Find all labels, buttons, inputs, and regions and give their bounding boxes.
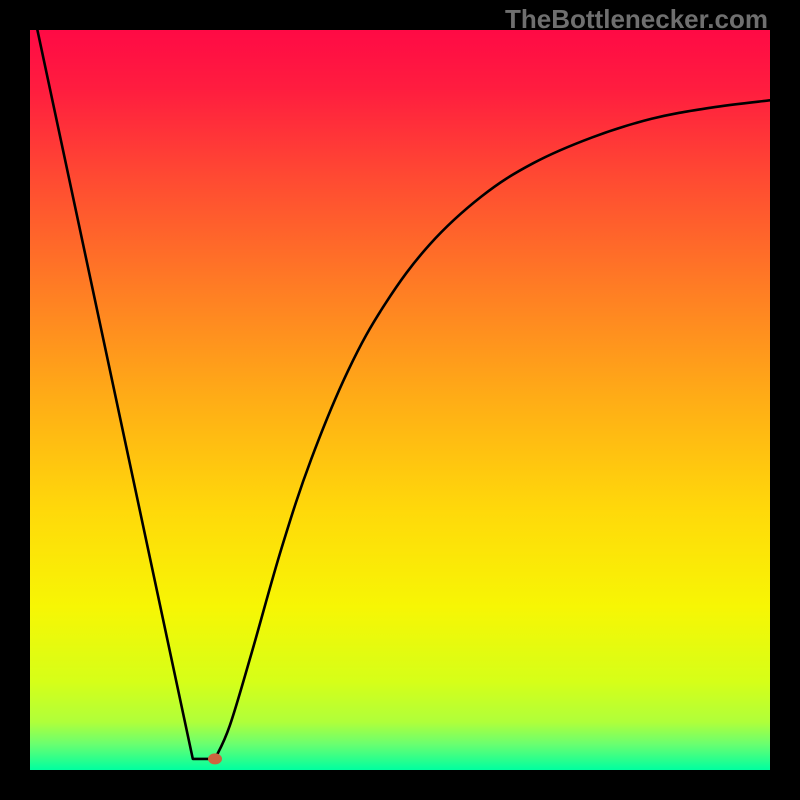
optimum-marker bbox=[208, 753, 222, 764]
curve-layer bbox=[30, 30, 770, 770]
chart-frame: TheBottlenecker.com bbox=[0, 0, 800, 800]
watermark-text: TheBottlenecker.com bbox=[505, 4, 768, 35]
bottleneck-curve bbox=[37, 30, 770, 759]
marker-layer bbox=[30, 30, 770, 770]
plot-area bbox=[30, 30, 770, 770]
